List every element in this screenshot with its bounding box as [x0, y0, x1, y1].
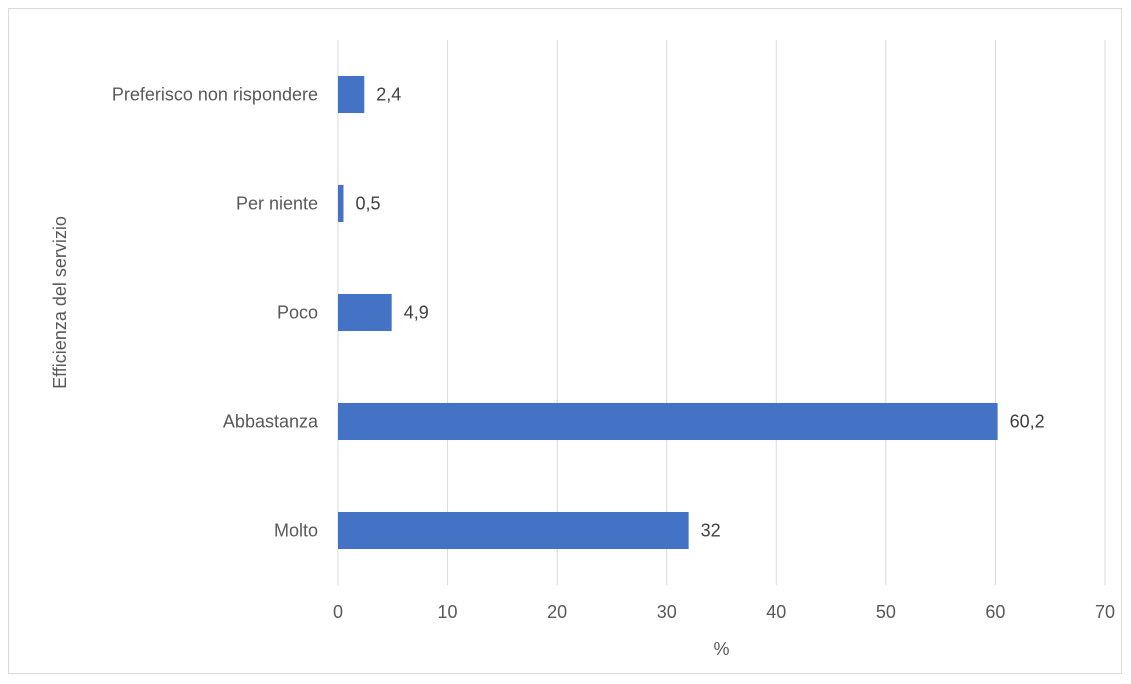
bar: [338, 511, 689, 550]
bar: [338, 75, 365, 114]
category-label: Preferisco non rispondere: [112, 85, 318, 105]
bar: [338, 402, 998, 441]
x-tick-label: 0: [333, 602, 343, 622]
y-axis-title: Efficienza del servizio: [50, 216, 70, 389]
bar: [338, 184, 344, 223]
x-tick-labels: 0 10 20 30 40 50 60 70: [333, 602, 1115, 622]
data-label: 32: [701, 521, 721, 541]
data-label: 0,5: [355, 194, 380, 214]
x-tick-label: 10: [438, 602, 458, 622]
chart-frame: [8, 8, 1122, 674]
data-label: 60,2: [1010, 412, 1045, 432]
category-label: Poco: [277, 303, 318, 323]
bar: [338, 293, 392, 332]
category-label: Molto: [274, 521, 318, 541]
category-labels: Preferisco non rispondere Per niente Poco A…: [112, 85, 319, 541]
bars: [338, 75, 998, 550]
category-label: Abbastanza: [223, 412, 319, 432]
category-label: Per niente: [236, 194, 318, 214]
x-tick-label: 30: [657, 602, 677, 622]
data-label: 4,9: [404, 303, 429, 323]
gridlines: [337, 40, 1106, 585]
x-axis-title: %: [713, 639, 729, 659]
data-label: 2,4: [376, 85, 401, 105]
x-tick-label: 50: [876, 602, 896, 622]
x-tick-label: 60: [985, 602, 1005, 622]
x-tick-label: 40: [766, 602, 786, 622]
data-labels: 2,4 0,5 4,9 60,2 32: [355, 85, 1044, 541]
x-tick-label: 70: [1095, 602, 1115, 622]
x-tick-label: 20: [547, 602, 567, 622]
